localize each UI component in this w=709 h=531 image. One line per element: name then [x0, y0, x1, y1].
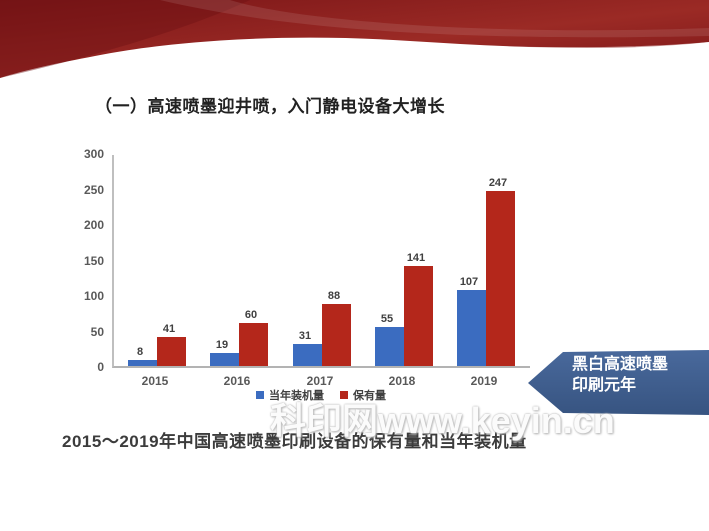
bar-2019-owned: [486, 190, 515, 366]
slide-title: （一）高速喷墨迎井喷，入门静电设备大增长: [95, 97, 445, 116]
x-axis-label-2016: 2016: [223, 374, 251, 388]
y-tick-label: 0: [97, 360, 104, 374]
ribbon-dark-fold: [0, 0, 250, 78]
red-ribbon-banner: [0, 0, 709, 78]
y-tick-label: 150: [83, 253, 104, 268]
chart-caption: 2015～2019年中国高速喷墨印刷设备的保有量和当年装机量: [62, 432, 527, 451]
bar-2015-installed: [128, 360, 157, 366]
legend-item: 保有量: [340, 387, 386, 403]
bar-value-label: 55: [380, 312, 394, 325]
legend-swatch-icon: [256, 391, 264, 399]
callout-text: 黑白高速喷墨 印刷元年: [572, 354, 668, 396]
bar-value-label: 31: [298, 329, 312, 342]
bar-value-label: 141: [406, 251, 426, 264]
callout-arrow: 黑白高速喷墨 印刷元年: [526, 346, 709, 418]
bar-2018-owned: [404, 265, 433, 366]
bar-2018-installed: [375, 327, 404, 366]
plot-area: [112, 155, 530, 368]
y-tick-label: 300: [83, 147, 104, 161]
bar-value-label: 247: [488, 176, 508, 189]
x-axis-label-2018: 2018: [388, 374, 416, 388]
y-tick-label: 100: [83, 289, 104, 303]
bar-2017-owned: [322, 303, 351, 366]
legend-swatch-icon: [340, 391, 348, 399]
ribbon-highlight: [160, 0, 709, 38]
legend-label: 保有量: [353, 390, 386, 402]
x-axis-label-2019: 2019: [470, 374, 498, 388]
legend-item: 当年装机量: [256, 387, 324, 403]
bar-value-label: 41: [162, 322, 176, 335]
legend-label: 当年装机量: [269, 390, 324, 402]
ribbon-bottom-sheen: [360, 41, 709, 51]
bar-value-label: 107: [459, 276, 479, 289]
chart-legend: 当年装机量 保有量: [112, 387, 530, 403]
y-tick-label: 50: [90, 324, 104, 339]
bar-value-label: 88: [327, 289, 341, 302]
bar-value-label: 19: [215, 338, 229, 351]
bar-2015-owned: [157, 336, 186, 366]
ribbon-main-shape: [0, 0, 709, 78]
bar-2017-installed: [293, 344, 322, 366]
bar-2019-installed: [457, 290, 486, 366]
y-tick-label: 250: [83, 182, 104, 197]
callout-arrow-shape: [528, 350, 709, 415]
watermark: 科印网www.keyin.cn: [270, 400, 615, 441]
callout-line2: 印刷元年: [572, 377, 637, 394]
x-axis-label-2015: 2015: [141, 374, 169, 388]
bar-2016-owned: [239, 323, 268, 366]
bar-2016-installed: [210, 352, 239, 366]
bar-value-label: 60: [244, 309, 258, 322]
x-axis-label-2017: 2017: [306, 374, 334, 388]
y-tick-label: 200: [83, 218, 104, 232]
bar-value-label: 8: [136, 346, 144, 359]
callout-line1: 黑白高速喷墨: [572, 356, 669, 373]
